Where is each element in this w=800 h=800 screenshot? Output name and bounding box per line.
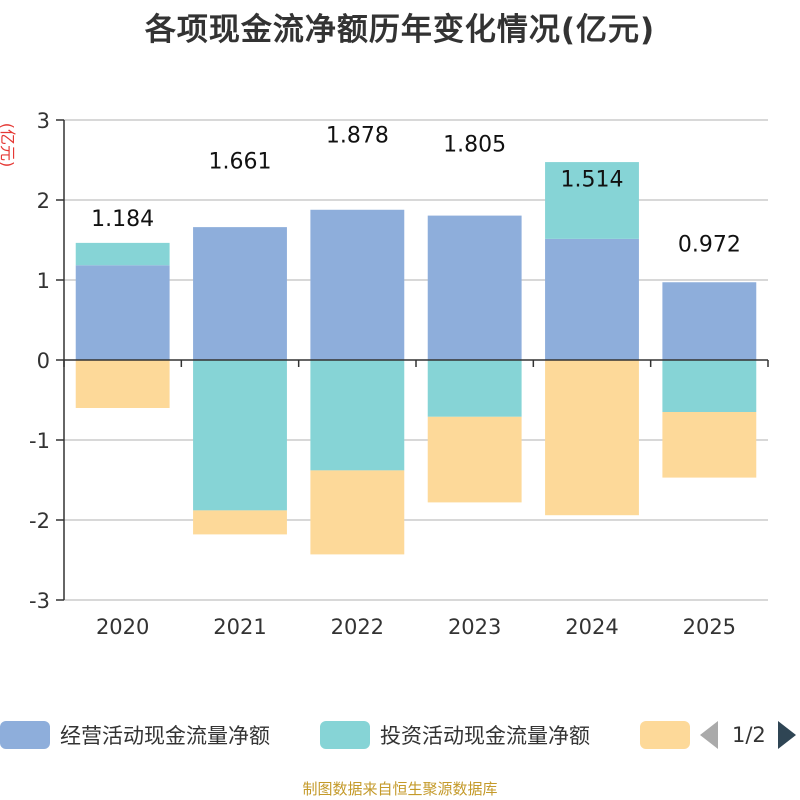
bar-series-2-2021[interactable] bbox=[193, 510, 287, 535]
x-tick-label: 2020 bbox=[96, 615, 149, 639]
data-label: 1.661 bbox=[209, 150, 272, 175]
x-tick-label: 2023 bbox=[448, 615, 501, 639]
grid-lines bbox=[64, 119, 768, 601]
y-tick-label: -1 bbox=[29, 429, 50, 453]
x-tick-label: 2021 bbox=[213, 615, 266, 639]
y-tick-label: 0 bbox=[37, 349, 50, 373]
legend-item-investing[interactable]: 投资活动现金流量净额 bbox=[320, 720, 590, 750]
axes: 3 2 1 0 -1 -2 -3 (亿元) 2020 2021 2022 2023 2024 2025 bbox=[0, 109, 769, 639]
bar-series-1-2023[interactable] bbox=[427, 360, 522, 417]
bar-series-1-2025[interactable] bbox=[662, 360, 757, 412]
legend-page-indicator: 1/2 bbox=[732, 723, 766, 747]
bar-series-0-2024[interactable] bbox=[545, 238, 639, 360]
legend-item-financing[interactable] bbox=[640, 720, 690, 750]
bar-series-2-2023[interactable] bbox=[427, 416, 522, 503]
y-axis-label: (亿元) bbox=[0, 123, 17, 168]
bar-series-2-2020[interactable] bbox=[75, 360, 170, 408]
data-label: 1.805 bbox=[443, 132, 506, 157]
data-label: 1.514 bbox=[561, 167, 624, 192]
x-tick-label: 2025 bbox=[683, 615, 736, 639]
legend: 经营活动现金流量净额 投资活动现金流量净额 1/2 bbox=[0, 714, 800, 754]
chart-plot: 3 2 1 0 -1 -2 -3 (亿元) 2020 2021 2022 2023 2024 2025 1… bbox=[0, 109, 769, 639]
bar-series-1-2022[interactable] bbox=[310, 360, 405, 471]
y-tick-label: -2 bbox=[29, 509, 50, 533]
bar-series-2-2022[interactable] bbox=[310, 470, 405, 555]
data-labels: 1.184 1.661 1.878 1.805 1.514 0.972 bbox=[91, 124, 741, 258]
legend-swatch-operating bbox=[0, 721, 50, 749]
bar-series-1-2024[interactable] bbox=[545, 162, 639, 239]
bar-series-1-2020[interactable] bbox=[75, 242, 170, 266]
bar-series-0-2020[interactable] bbox=[75, 265, 170, 360]
legend-item-operating[interactable]: 经营活动现金流量净额 bbox=[0, 720, 270, 750]
bar-series-0-2021[interactable] bbox=[193, 227, 287, 360]
data-label: 1.878 bbox=[326, 124, 389, 149]
bars bbox=[75, 162, 757, 555]
legend-swatch-financing bbox=[640, 721, 690, 749]
bar-series-0-2025[interactable] bbox=[662, 282, 757, 360]
legend-next-arrow-icon[interactable] bbox=[777, 721, 796, 749]
bar-series-0-2023[interactable] bbox=[427, 215, 522, 360]
x-tick-label: 2022 bbox=[331, 615, 384, 639]
legend-label-operating: 经营活动现金流量净额 bbox=[60, 724, 270, 748]
legend-swatch-investing bbox=[320, 721, 370, 749]
chart-title: 各项现金流净额历年变化情况(亿元) bbox=[144, 12, 656, 48]
bar-series-2-2024[interactable] bbox=[545, 360, 639, 516]
legend-label-investing: 投资活动现金流量净额 bbox=[380, 724, 590, 748]
y-tick-label: 2 bbox=[37, 189, 50, 213]
bar-series-2-2025[interactable] bbox=[662, 412, 757, 478]
y-tick-label: -3 bbox=[29, 589, 50, 613]
x-tick-label: 2024 bbox=[565, 615, 618, 639]
data-label: 1.184 bbox=[91, 207, 154, 232]
bar-series-1-2021[interactable] bbox=[193, 360, 287, 511]
bar-series-0-2022[interactable] bbox=[310, 209, 405, 360]
y-tick-label: 1 bbox=[37, 269, 50, 293]
source-note: 制图数据来自恒生聚源数据库 bbox=[302, 780, 498, 798]
legend-prev-arrow-icon[interactable] bbox=[700, 721, 718, 749]
legend-pager: 1/2 bbox=[700, 720, 796, 750]
data-label: 0.972 bbox=[678, 232, 741, 257]
y-tick-label: 3 bbox=[37, 109, 50, 133]
